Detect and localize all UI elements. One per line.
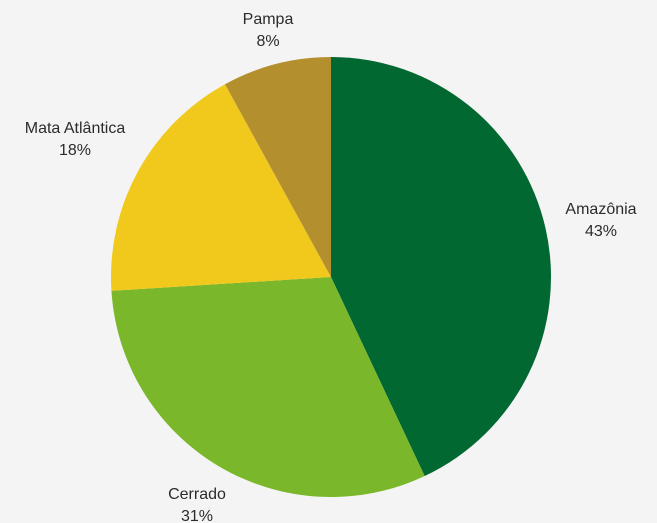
slice-label-cerrado: Cerrado [168,486,226,503]
slice-value-pampa: 8% [256,33,279,50]
slice-value-amazonia: 43% [585,223,617,240]
slice-label-pampa: Pampa [243,11,294,28]
pie-slices [110,57,551,497]
slice-label-amazonia: Amazônia [565,201,636,218]
slice-value-cerrado: 31% [181,508,213,523]
pie-slice-cerrado [111,277,425,497]
slice-label-mata-atlantica: Mata Atlântica [25,120,126,137]
pie-slice-mata-atlantica [110,84,331,291]
pie-slice-amazonia [331,57,551,477]
slice-value-mata-atlantica: 18% [59,142,91,159]
pie-slice-pampa [225,57,331,277]
pie-labels: Amazônia 43% Cerrado 31% Mata Atlântica 18% Pa… [25,11,637,523]
